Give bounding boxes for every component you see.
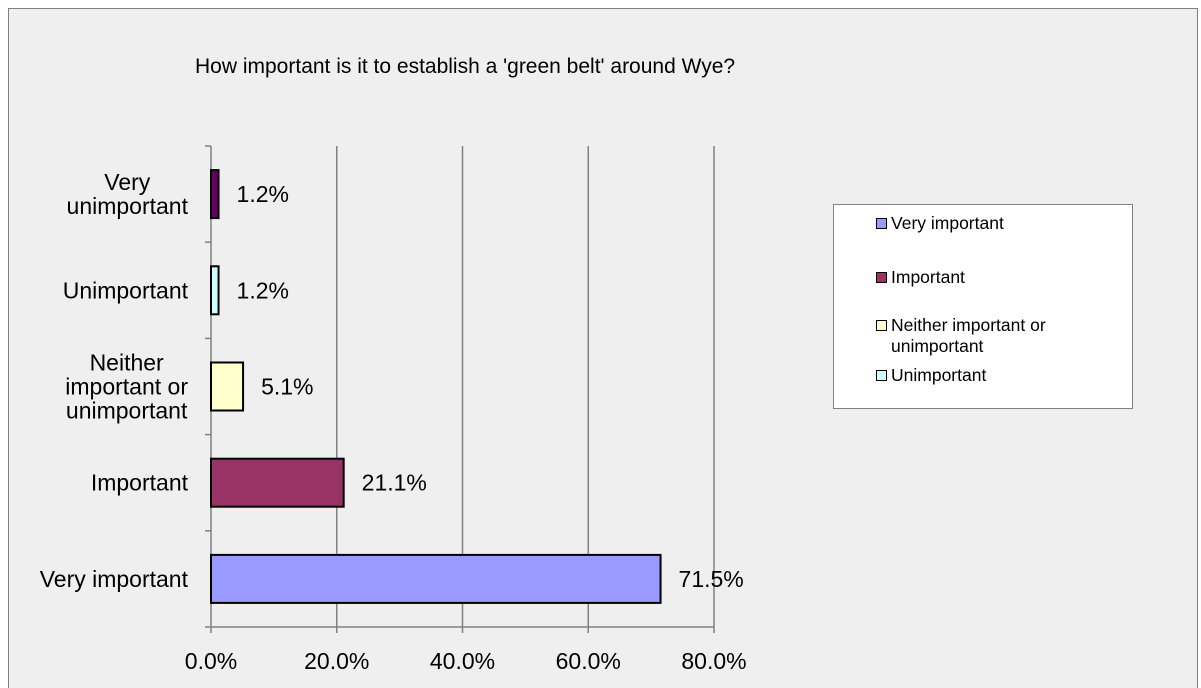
legend-swatch [876,370,887,381]
bar [210,361,245,412]
bar-data-label: 21.1% [362,470,427,496]
bar-data-label: 1.2% [237,277,289,303]
category-label: Very important [40,566,189,592]
bar [210,457,345,508]
legend-item: Important [876,267,1111,288]
legend-label: Important [891,267,965,287]
category-label: Neither important or unimportant [65,350,188,424]
x-tick-label: 60.0% [556,648,621,674]
category-label: Important [91,470,189,496]
bar-data-label: 5.1% [261,374,313,400]
chart-title: How important is it to establish a 'gree… [195,55,736,78]
bar [210,169,220,220]
legend-swatch [876,272,887,283]
legend-label: Unimportant [891,365,987,385]
bar-data-label: 71.5% [679,566,744,592]
legend-swatch [876,320,887,331]
legend-label: Neither important or unimportant [891,315,1046,356]
category-label: Unimportant [63,277,189,303]
x-tick-label: 0.0% [185,648,237,674]
category-label: Very unimportant [67,169,189,219]
legend-item: Neither important or unimportant [876,315,1111,357]
x-tick-label: 20.0% [304,648,369,674]
bar [210,553,662,604]
legend-swatch [876,218,887,229]
bar-data-label: 1.2% [237,181,289,207]
bar [210,265,220,316]
x-tick-label: 80.0% [681,648,746,674]
legend-label: Very important [891,213,1004,233]
chart-legend: Very important Important Neither important… [833,204,1133,409]
legend-item: Very important [876,213,1111,234]
legend-item: Unimportant [876,365,1111,386]
x-tick-label: 40.0% [430,648,495,674]
